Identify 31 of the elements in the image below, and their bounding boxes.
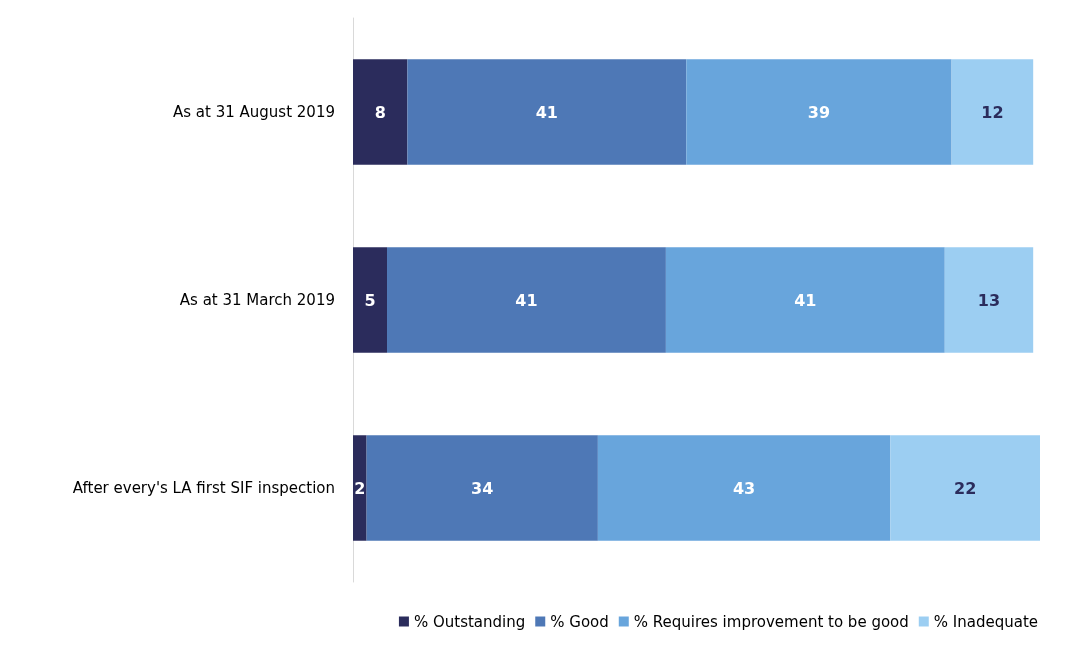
bar [686,59,952,165]
data-label: 39 [807,102,831,122]
bar [353,59,408,165]
bar [597,435,891,541]
y-tick-label: As at 31 August 2019 [173,103,335,121]
bar [951,59,1034,165]
bar [387,247,666,353]
y-tick-label: As at 31 March 2019 [179,291,335,309]
data-label: 8 [374,102,386,122]
y-tick-label: After every's LA first SIF inspection [72,479,335,497]
data-label: 13 [977,290,1001,310]
data-label: 22 [954,478,977,498]
legend-label: % Requires improvement to be good [633,612,909,631]
bar [665,247,945,353]
legend-label: % Good [550,612,609,631]
data-label: 41 [515,290,538,310]
data-label: 2 [354,478,366,498]
data-label: 41 [535,102,558,122]
data-label: 43 [732,478,756,498]
data-label: 12 [981,102,1004,122]
bar [407,59,687,165]
legend-label: % Inadequate [933,612,1039,631]
bar [353,435,367,541]
data-label: 41 [794,290,817,310]
data-label: 5 [364,290,376,310]
data-label: 34 [471,478,494,498]
legend-label: % Outstanding [413,612,526,631]
bar [890,435,1040,541]
bar [353,247,388,353]
bar [366,435,598,541]
bar [944,247,1034,353]
